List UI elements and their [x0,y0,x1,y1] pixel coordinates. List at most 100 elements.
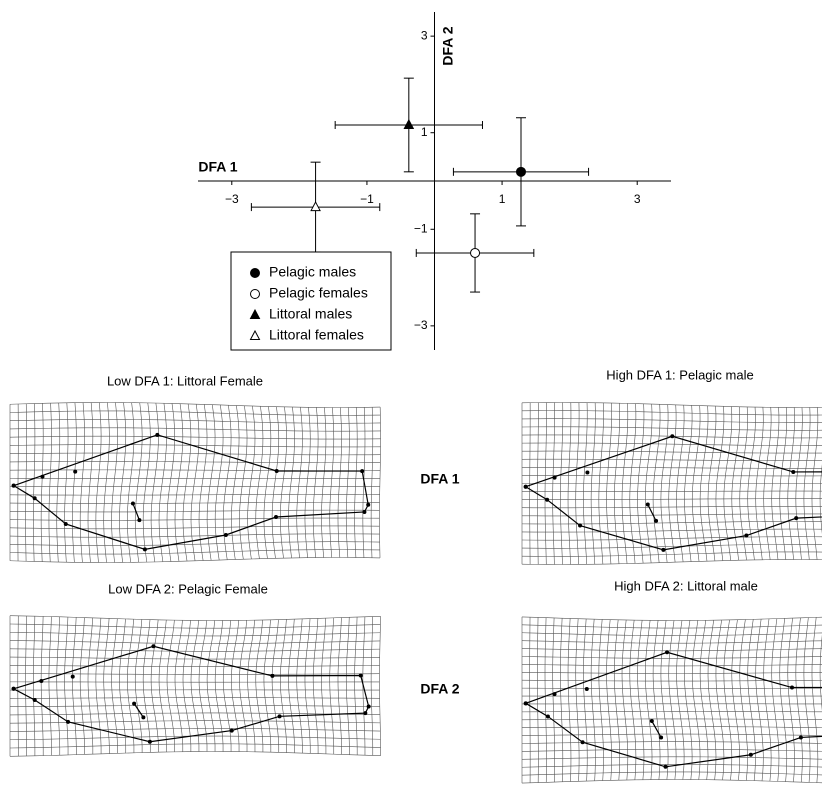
grid-line [41,403,43,561]
landmark [646,502,650,506]
landmark [40,475,44,479]
point [471,248,480,257]
grid-line [191,404,199,561]
landmark [131,502,135,506]
grid-line [18,404,19,561]
grid-line [591,619,595,781]
grid-line [522,780,822,784]
landmark [664,765,668,769]
landmark [585,471,589,475]
grid-line [560,618,562,782]
landmark [33,496,37,500]
grid-line [26,404,27,561]
grid-line [280,619,286,752]
landmark [230,729,234,733]
landmark [39,679,43,683]
grid-line [614,620,619,780]
outline [14,435,369,550]
landmark [546,714,550,718]
landmark [73,470,77,474]
landmark [665,650,669,654]
landmark [360,469,364,473]
grid-line [10,736,380,740]
grid-line [346,407,349,557]
grid-line [553,618,555,782]
legend-marker [251,269,260,278]
grid-line [522,544,822,548]
x-axis-label: DFA 1 [198,159,237,175]
legend-marker [251,290,260,299]
landmark [749,753,753,757]
grid-line [599,619,604,780]
grid-line [371,407,373,558]
x-tick-label: 1 [499,192,506,206]
grid-line [708,620,716,780]
landmark [654,519,658,523]
grid-line [812,617,818,782]
grid-line [522,664,822,666]
legend-label: Littoral males [269,306,352,322]
landmark [524,701,528,705]
landmark [367,705,371,709]
x-tick-label: −1 [360,192,374,206]
landmark [64,522,68,526]
grid-line [522,560,822,565]
landmark [359,673,363,677]
grid-line [10,518,379,520]
grid-line [183,404,191,561]
grid-line [57,403,60,562]
deformation-grid [522,616,822,784]
landmark [278,714,282,718]
grid-line [256,620,263,752]
grid-line [522,742,822,745]
grid-line [72,617,76,754]
grid-line [10,502,380,503]
grid-line [104,618,110,753]
landmark [585,687,589,691]
panel-title: High DFA 1: Pelagic male [606,367,753,382]
grid-line [143,620,150,753]
grid-line [764,619,771,781]
deformation-grid [522,403,822,565]
grid-line [537,617,538,782]
landmark [670,434,674,438]
y-axis-label: DFA 2 [440,26,456,65]
grid-line [223,405,231,560]
grid-line [280,407,286,558]
grid-line [724,620,732,780]
panel-title: Low DFA 2: Pelagic Female [108,581,268,596]
grid-line [796,618,803,782]
outline [526,652,822,767]
grid-line [756,619,764,781]
grid-line [231,406,239,560]
grid-line [143,403,150,562]
grid-line [104,403,110,563]
landmark [581,740,585,744]
grid-line [199,404,207,560]
point [311,202,320,211]
grid-line [522,648,822,651]
grid-line [522,624,822,628]
landmark [137,518,141,522]
landmark [524,485,528,489]
grid-line [522,499,822,500]
grid-line [88,618,93,754]
grid-line [669,620,676,779]
deformation-grid [10,616,381,757]
landmark [744,534,748,538]
landmark [151,644,155,648]
grid-line [677,620,685,779]
grid-line [583,619,587,781]
grid-line [191,620,199,751]
grid-line [10,624,380,628]
grid-line [239,620,247,751]
point [404,120,413,129]
grid-line [96,403,101,563]
panel-label: DFA 2 [420,681,459,697]
grid-line [297,619,303,753]
grid-line [522,451,822,453]
deformation-grid [10,403,381,563]
grid-line [10,616,381,621]
grid-line [522,529,822,532]
landmark [274,515,278,519]
